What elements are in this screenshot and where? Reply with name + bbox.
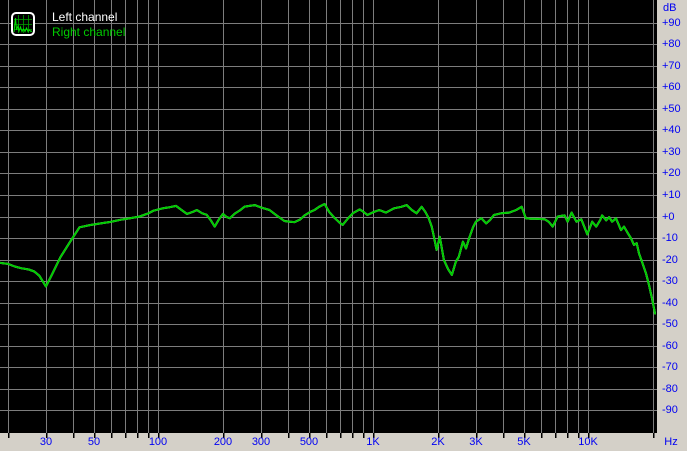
- y-tick-label-+20: +20: [662, 167, 681, 179]
- y-tick-label-+0: +0: [662, 211, 675, 223]
- y-tick-label-+40: +40: [662, 124, 681, 136]
- spectrum-icon: [11, 12, 35, 36]
- x-tick-label-1K: 1K: [366, 436, 380, 448]
- x-tick-label-30: 30: [39, 436, 53, 448]
- y-tick-label--90: -90: [662, 404, 678, 416]
- x-tick-label-100: 100: [148, 436, 168, 448]
- y-tick-label-+80: +80: [662, 38, 681, 50]
- x-axis-tick-marks: [7, 433, 655, 438]
- y-tick-label--80: -80: [662, 383, 678, 395]
- plot-background: [0, 0, 657, 433]
- x-tick-label-2K: 2K: [431, 436, 445, 448]
- y-tick-label--50: -50: [662, 318, 678, 330]
- y-tick-label-+10: +10: [662, 189, 681, 201]
- x-tick-label-50: 50: [87, 436, 101, 448]
- y-axis-unit-label: dB: [663, 2, 677, 14]
- x-tick-label-200: 200: [213, 436, 233, 448]
- y-tick-label-+70: +70: [662, 60, 681, 72]
- y-tick-label--30: -30: [662, 275, 678, 287]
- x-tick-label-10K: 10K: [578, 436, 598, 448]
- y-tick-label--10: -10: [662, 232, 678, 244]
- x-tick-label-5K: 5K: [517, 436, 531, 448]
- x-axis-unit-label: Hz: [664, 436, 678, 448]
- right-channel-curve: [0, 203, 656, 315]
- legend: Left channel Right channel: [11, 10, 125, 40]
- y-tick-label--70: -70: [662, 361, 678, 373]
- y-tick-label--60: -60: [662, 340, 678, 352]
- y-tick-label-+60: +60: [662, 81, 681, 93]
- y-tick-label--40: -40: [662, 297, 678, 309]
- y-tick-label-+30: +30: [662, 146, 681, 158]
- x-tick-label-300: 300: [251, 436, 271, 448]
- y-tick-label--20: -20: [662, 254, 678, 266]
- y-tick-label-+90: +90: [662, 17, 681, 29]
- x-tick-label-500: 500: [299, 436, 319, 448]
- x-tick-label-3K: 3K: [469, 436, 483, 448]
- grid: [0, 0, 657, 433]
- y-tick-label-+50: +50: [662, 103, 681, 115]
- legend-left-channel-label: Left channel: [52, 10, 118, 24]
- legend-right-channel-label: Right channel: [52, 25, 126, 39]
